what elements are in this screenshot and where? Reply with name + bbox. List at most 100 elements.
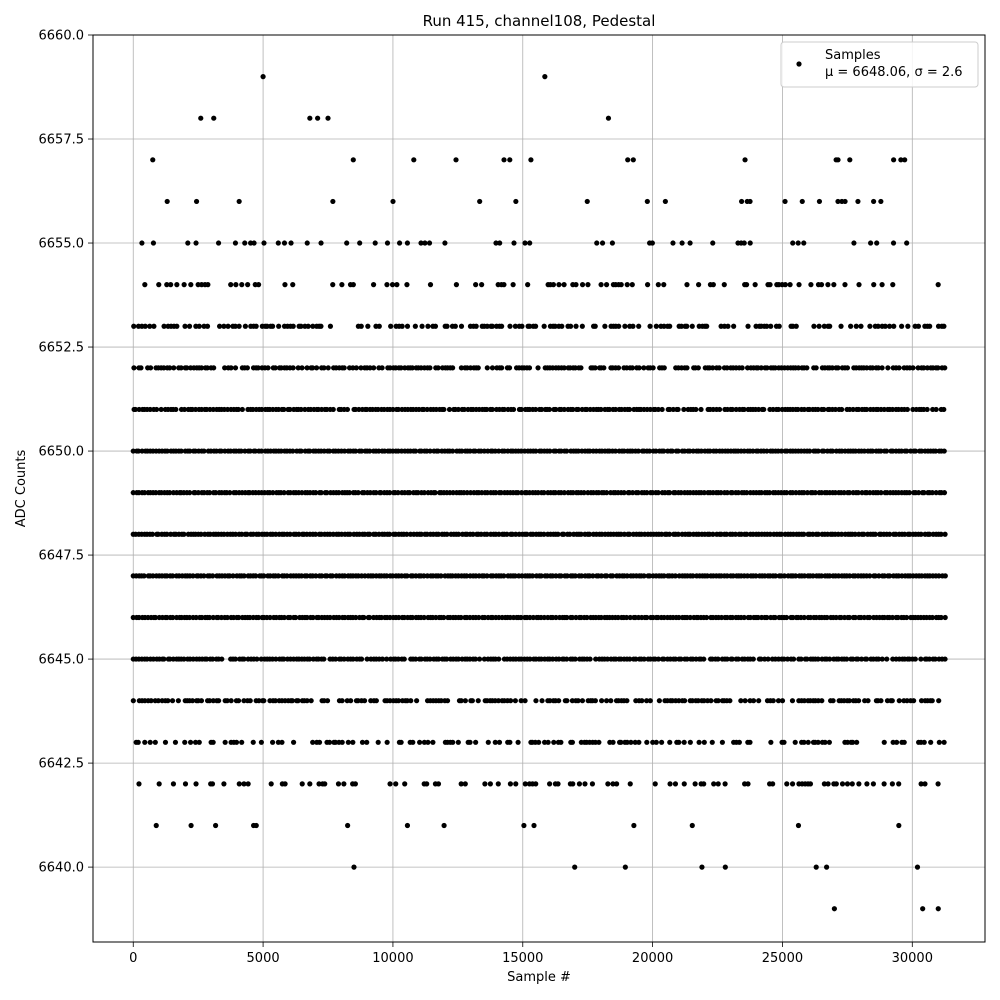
data-point xyxy=(147,323,153,329)
data-point xyxy=(188,822,194,829)
legend-stats: μ = 6648.06, σ = 2.6 xyxy=(825,65,963,80)
data-point xyxy=(926,531,933,537)
data-point xyxy=(661,656,667,662)
data-point xyxy=(839,781,846,787)
data-point xyxy=(807,781,814,787)
data-point xyxy=(158,406,164,413)
data-point xyxy=(518,698,524,704)
data-point xyxy=(477,198,483,205)
data-point xyxy=(287,614,293,621)
data-point xyxy=(432,323,439,329)
data-point xyxy=(556,282,562,288)
data-point xyxy=(621,490,627,496)
data-point xyxy=(783,490,790,496)
data-point xyxy=(353,614,359,621)
data-point xyxy=(427,448,433,454)
data-point xyxy=(570,406,576,413)
data-point xyxy=(295,698,301,704)
data-point xyxy=(918,656,924,662)
data-point xyxy=(592,323,598,329)
data-point xyxy=(147,739,153,745)
data-point xyxy=(281,490,287,496)
data-point xyxy=(527,240,533,246)
data-point xyxy=(438,573,444,579)
data-point xyxy=(856,282,862,288)
data-point xyxy=(156,282,162,288)
data-point xyxy=(758,365,764,371)
data-point xyxy=(330,406,336,413)
data-point xyxy=(742,698,748,704)
data-point xyxy=(442,240,448,246)
data-points xyxy=(130,74,948,912)
data-point xyxy=(855,490,861,496)
data-point xyxy=(587,656,593,662)
data-point xyxy=(427,282,434,288)
data-point xyxy=(518,406,524,413)
data-point xyxy=(883,448,890,454)
data-point xyxy=(276,323,282,329)
data-point xyxy=(495,698,502,704)
data-point xyxy=(581,490,587,496)
data-point xyxy=(533,323,539,329)
data-point xyxy=(318,490,324,496)
data-point xyxy=(605,115,612,121)
data-point xyxy=(666,531,673,537)
data-point xyxy=(219,656,225,662)
data-point xyxy=(584,614,590,621)
data-point xyxy=(418,531,424,537)
data-point xyxy=(541,323,547,329)
data-point xyxy=(850,739,856,745)
data-point xyxy=(661,365,667,371)
data-point xyxy=(711,781,717,787)
data-point xyxy=(361,614,367,621)
data-point xyxy=(130,698,136,704)
data-point xyxy=(942,573,948,579)
data-point xyxy=(398,739,404,745)
data-point xyxy=(756,406,762,413)
data-point xyxy=(701,656,707,662)
data-point xyxy=(659,406,665,413)
data-point xyxy=(396,240,403,246)
data-point xyxy=(635,490,641,496)
data-point xyxy=(182,739,188,745)
data-point xyxy=(813,864,819,870)
data-point xyxy=(924,406,930,413)
data-point xyxy=(224,698,230,704)
data-point xyxy=(825,282,831,288)
data-point xyxy=(538,573,544,579)
data-point xyxy=(446,406,453,413)
data-point xyxy=(473,323,479,329)
data-point xyxy=(484,406,490,413)
data-point xyxy=(894,739,900,745)
data-point xyxy=(244,365,250,371)
data-point xyxy=(310,614,316,621)
data-point xyxy=(211,115,217,121)
data-point xyxy=(589,781,596,787)
data-point xyxy=(367,365,373,371)
data-point xyxy=(592,365,598,371)
x-tick-label: 10000 xyxy=(372,951,413,966)
data-point xyxy=(236,614,242,621)
data-point xyxy=(795,822,802,829)
data-point xyxy=(313,573,319,579)
data-point xyxy=(689,323,695,329)
data-point xyxy=(167,365,173,371)
data-point xyxy=(722,781,728,787)
data-point xyxy=(933,406,939,413)
data-point xyxy=(825,781,831,787)
data-point xyxy=(193,198,200,205)
data-point xyxy=(870,781,876,787)
data-point xyxy=(564,614,570,621)
data-point xyxy=(265,365,271,371)
data-point xyxy=(270,323,276,329)
data-point xyxy=(850,406,856,413)
data-point xyxy=(527,323,533,329)
data-point xyxy=(367,531,373,537)
data-point xyxy=(881,739,887,745)
data-point xyxy=(869,448,876,454)
data-point xyxy=(844,656,850,662)
data-point xyxy=(174,323,180,329)
data-point xyxy=(564,573,570,579)
data-point xyxy=(531,822,537,829)
data-point xyxy=(232,656,238,662)
